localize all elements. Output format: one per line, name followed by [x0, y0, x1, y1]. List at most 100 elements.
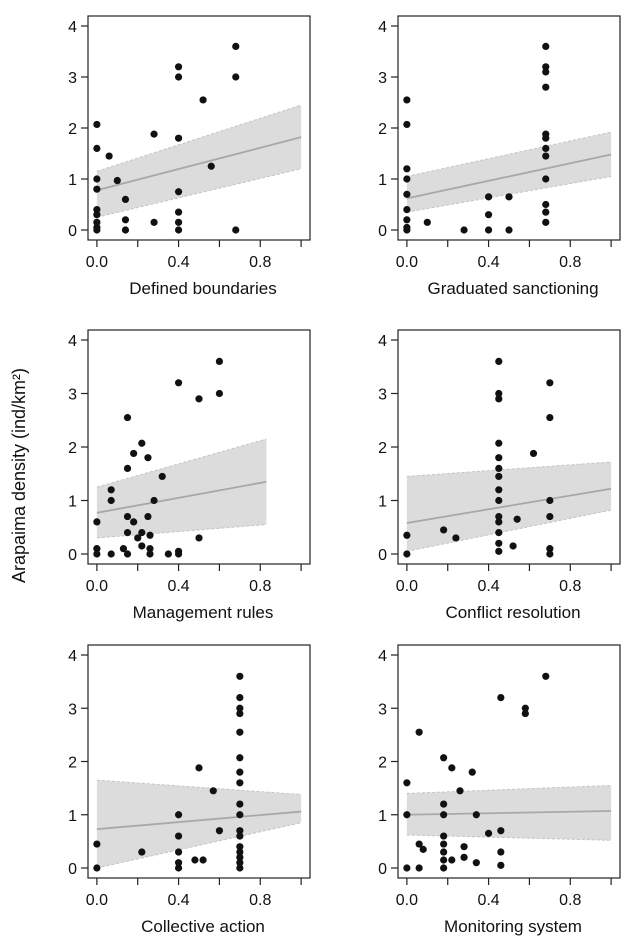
data-point [107, 550, 115, 558]
data-point [484, 193, 493, 201]
x-tick-label: 0.0 [396, 254, 418, 271]
y-tick-label: 2 [68, 440, 77, 457]
data-point [236, 768, 244, 776]
data-point [174, 73, 183, 81]
data-point [123, 512, 132, 521]
data-point [542, 134, 550, 142]
y-tick-label: 3 [378, 387, 387, 404]
x-axis-label: Monitoring system [444, 917, 582, 936]
y-tick-label: 3 [68, 70, 77, 87]
confidence-upper-bound [96, 104, 302, 172]
fit-line [96, 810, 302, 831]
x-tick-label: 0.8 [249, 892, 271, 909]
data-point [199, 96, 207, 104]
data-point [174, 859, 183, 867]
y-tick-label: 1 [68, 494, 77, 511]
y-tick-label: 4 [68, 19, 77, 36]
data-point [236, 709, 244, 718]
data-point [403, 226, 411, 234]
data-point [93, 185, 101, 193]
data-point [93, 120, 101, 129]
data-point [542, 144, 550, 152]
data-point [174, 864, 183, 872]
data-point [150, 130, 158, 138]
data-point [403, 165, 411, 173]
x-tick-label: 0.4 [477, 254, 499, 271]
data-point [546, 545, 554, 553]
data-point [123, 413, 132, 422]
data-point [93, 864, 101, 872]
data-point [495, 518, 503, 526]
panel-3: 0 1 2 3 4 0.0 0.4 0.8 Management rules [68, 329, 311, 622]
y-tick-label: 4 [378, 19, 387, 36]
data-point [232, 42, 240, 51]
data-point [542, 200, 550, 209]
x-tick-label: 0.8 [559, 578, 581, 595]
confidence-upper-bound [406, 461, 612, 477]
data-point [495, 464, 503, 472]
data-point [236, 779, 244, 787]
data-point [440, 840, 448, 848]
data-point [93, 206, 101, 214]
data-point [542, 83, 550, 91]
data-point [456, 787, 464, 795]
data-point [164, 550, 172, 558]
data-point [484, 226, 493, 234]
y-tick-label: 3 [378, 701, 387, 718]
confidence-band [96, 105, 302, 218]
panel-6: 0 1 2 3 4 0.0 0.4 0.8 Monitoring system [378, 644, 621, 936]
data-point [93, 550, 101, 558]
y-tick-label: 2 [378, 755, 387, 772]
data-point [472, 859, 480, 867]
data-point [495, 547, 503, 555]
data-point [495, 454, 503, 462]
data-point [123, 550, 132, 558]
data-point [440, 832, 448, 840]
y-tick-label: 0 [378, 861, 387, 878]
y-tick-label: 3 [378, 70, 387, 87]
y-tick-label: 4 [68, 333, 77, 350]
x-tick-label: 0.8 [559, 892, 581, 909]
x-tick-label: 0.0 [396, 578, 418, 595]
data-point [138, 529, 146, 537]
data-point [440, 800, 448, 808]
data-point [460, 853, 468, 861]
data-point [415, 728, 423, 736]
fit-line [96, 480, 267, 514]
data-point [403, 216, 411, 224]
data-point [505, 193, 513, 201]
data-point [542, 208, 550, 216]
data-point [495, 539, 503, 547]
data-point [93, 226, 101, 234]
data-point [495, 486, 503, 494]
data-point [174, 134, 183, 142]
data-point [138, 542, 146, 550]
fit-line [406, 153, 612, 200]
data-point [236, 704, 244, 712]
data-point [119, 545, 128, 553]
y-tick-label: 2 [378, 440, 387, 457]
confidence-lower-bound [406, 175, 612, 213]
data-point [150, 218, 158, 226]
data-point [93, 218, 101, 226]
data-point [495, 496, 503, 505]
data-point [199, 856, 207, 864]
x-axis-label: Conflict resolution [445, 603, 580, 622]
data-point [403, 811, 411, 819]
data-point [415, 840, 423, 848]
data-point [542, 672, 550, 680]
data-point [236, 672, 244, 680]
data-point [460, 226, 468, 234]
data-point [529, 449, 538, 458]
data-point [546, 413, 554, 422]
data-point [546, 550, 554, 558]
data-point [236, 754, 244, 762]
data-point [144, 512, 152, 521]
data-point [497, 827, 505, 835]
data-point [93, 545, 101, 553]
data-point [107, 486, 115, 494]
data-point [440, 848, 448, 856]
x-tick-label: 0.8 [249, 578, 271, 595]
data-point [174, 848, 183, 856]
